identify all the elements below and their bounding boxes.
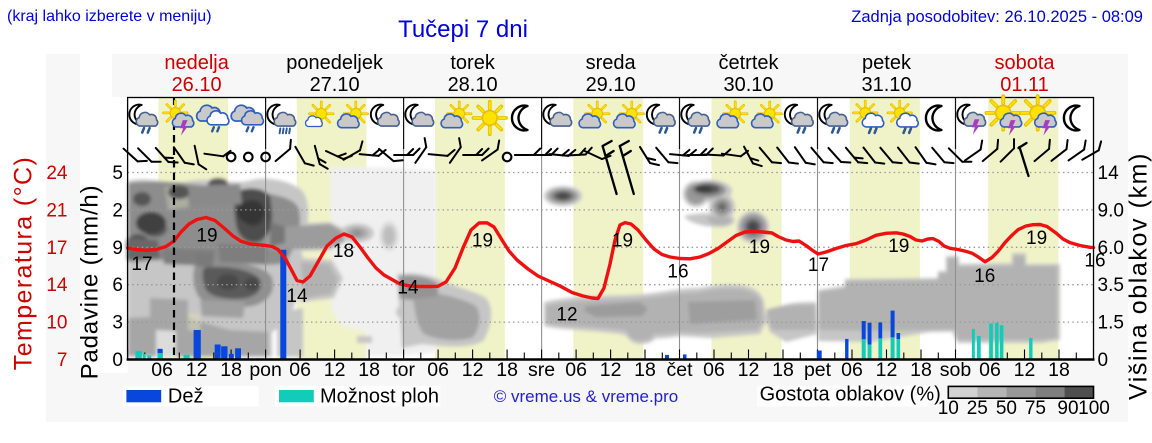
svg-text:18: 18 (333, 241, 354, 262)
svg-text:31.10: 31.10 (861, 74, 911, 96)
svg-text:14: 14 (286, 286, 308, 307)
svg-text:06: 06 (703, 359, 725, 381)
svg-text:18: 18 (1048, 359, 1070, 381)
svg-text:Zadnja posodobitev: 26.10.2025: Zadnja posodobitev: 26.10.2025 - 08:09 (851, 8, 1143, 26)
svg-text:19: 19 (472, 231, 493, 252)
svg-text:9.0: 9.0 (1098, 200, 1124, 221)
svg-text:27.10: 27.10 (310, 74, 360, 96)
svg-text:12: 12 (600, 359, 622, 381)
svg-text:0: 0 (112, 350, 123, 371)
svg-text:06: 06 (151, 359, 173, 381)
svg-text:0: 0 (1098, 350, 1109, 371)
svg-text:12: 12 (738, 359, 760, 381)
svg-text:sreda: sreda (586, 52, 637, 74)
svg-text:nedelja: nedelja (164, 52, 229, 74)
svg-text:6: 6 (112, 275, 123, 296)
svg-text:16: 16 (974, 266, 995, 287)
svg-text:12: 12 (186, 359, 208, 381)
svg-text:01.11: 01.11 (1000, 74, 1049, 96)
svg-text:četrtek: četrtek (718, 52, 779, 74)
svg-text:Gostota oblakov (%): Gostota oblakov (%) (760, 383, 941, 405)
svg-text:18: 18 (220, 359, 242, 381)
svg-text:21: 21 (46, 200, 67, 221)
svg-text:1.5: 1.5 (1098, 313, 1124, 334)
svg-text:12: 12 (1014, 359, 1036, 381)
svg-text:14: 14 (397, 278, 419, 299)
svg-text:24: 24 (46, 163, 68, 184)
svg-text:10: 10 (938, 398, 959, 419)
svg-text:06: 06 (841, 359, 863, 381)
svg-text:12: 12 (556, 305, 577, 326)
svg-text:90: 90 (1057, 398, 1078, 419)
svg-text:sob: sob (940, 359, 972, 381)
svg-text:06: 06 (565, 359, 587, 381)
svg-text:14: 14 (1098, 163, 1120, 184)
svg-text:18: 18 (910, 359, 932, 381)
svg-text:25: 25 (967, 398, 988, 419)
svg-text:3: 3 (112, 313, 123, 334)
svg-text:18: 18 (634, 359, 656, 381)
svg-text:12: 12 (462, 359, 484, 381)
svg-text:Možnost ploh: Možnost ploh (320, 386, 439, 408)
svg-text:3.5: 3.5 (1098, 275, 1124, 296)
svg-text:tor: tor (392, 359, 415, 381)
svg-text:16: 16 (667, 262, 688, 283)
svg-text:7: 7 (57, 350, 68, 371)
svg-text:14: 14 (46, 275, 68, 296)
svg-text:19: 19 (888, 236, 909, 257)
svg-text:19: 19 (612, 231, 633, 252)
svg-text:06: 06 (979, 359, 1001, 381)
svg-text:petek: petek (862, 52, 912, 74)
svg-text:17: 17 (46, 238, 67, 259)
svg-text:ponedeljek: ponedeljek (286, 52, 384, 74)
svg-text:(kraj lahko izberete v meniju): (kraj lahko izberete v meniju) (7, 8, 212, 25)
svg-text:© vreme.us & vreme.pro: © vreme.us & vreme.pro (494, 387, 678, 406)
svg-text:12: 12 (876, 359, 898, 381)
svg-text:17: 17 (808, 255, 829, 276)
svg-text:100: 100 (1078, 398, 1110, 419)
svg-text:16: 16 (1084, 251, 1105, 272)
svg-text:19: 19 (196, 226, 217, 247)
svg-text:5: 5 (112, 163, 123, 184)
svg-text:pet: pet (804, 359, 832, 381)
svg-text:18: 18 (772, 359, 794, 381)
svg-text:28.10: 28.10 (448, 74, 498, 96)
svg-text:Temperatura (°C): Temperatura (°C) (10, 156, 38, 370)
svg-text:29.10: 29.10 (586, 74, 636, 96)
svg-text:26.10: 26.10 (172, 74, 222, 96)
svg-text:2: 2 (112, 200, 123, 221)
svg-text:17: 17 (131, 254, 152, 275)
svg-text:12: 12 (324, 359, 346, 381)
svg-text:9: 9 (112, 238, 123, 259)
svg-text:Padavine (mm/h): Padavine (mm/h) (77, 185, 104, 380)
svg-text:čet: čet (666, 359, 693, 381)
svg-text:pon: pon (249, 359, 282, 381)
svg-text:18: 18 (358, 359, 380, 381)
svg-text:06: 06 (289, 359, 311, 381)
svg-text:Višina oblakov (km): Višina oblakov (km) (1125, 152, 1152, 400)
svg-text:18: 18 (496, 359, 518, 381)
svg-text:19: 19 (1026, 228, 1047, 249)
svg-text:06: 06 (427, 359, 449, 381)
svg-text:Dež: Dež (168, 386, 204, 408)
svg-text:torek: torek (450, 52, 495, 74)
svg-text:75: 75 (1025, 398, 1046, 419)
svg-text:sobota: sobota (994, 52, 1055, 74)
svg-text:6.0: 6.0 (1098, 238, 1124, 259)
svg-text:19: 19 (749, 237, 770, 258)
svg-text:30.10: 30.10 (723, 74, 773, 96)
svg-text:50: 50 (996, 398, 1017, 419)
svg-text:Tučepi 7 dni: Tučepi 7 dni (398, 16, 528, 43)
svg-text:sre: sre (528, 359, 555, 381)
svg-text:10: 10 (46, 313, 67, 334)
